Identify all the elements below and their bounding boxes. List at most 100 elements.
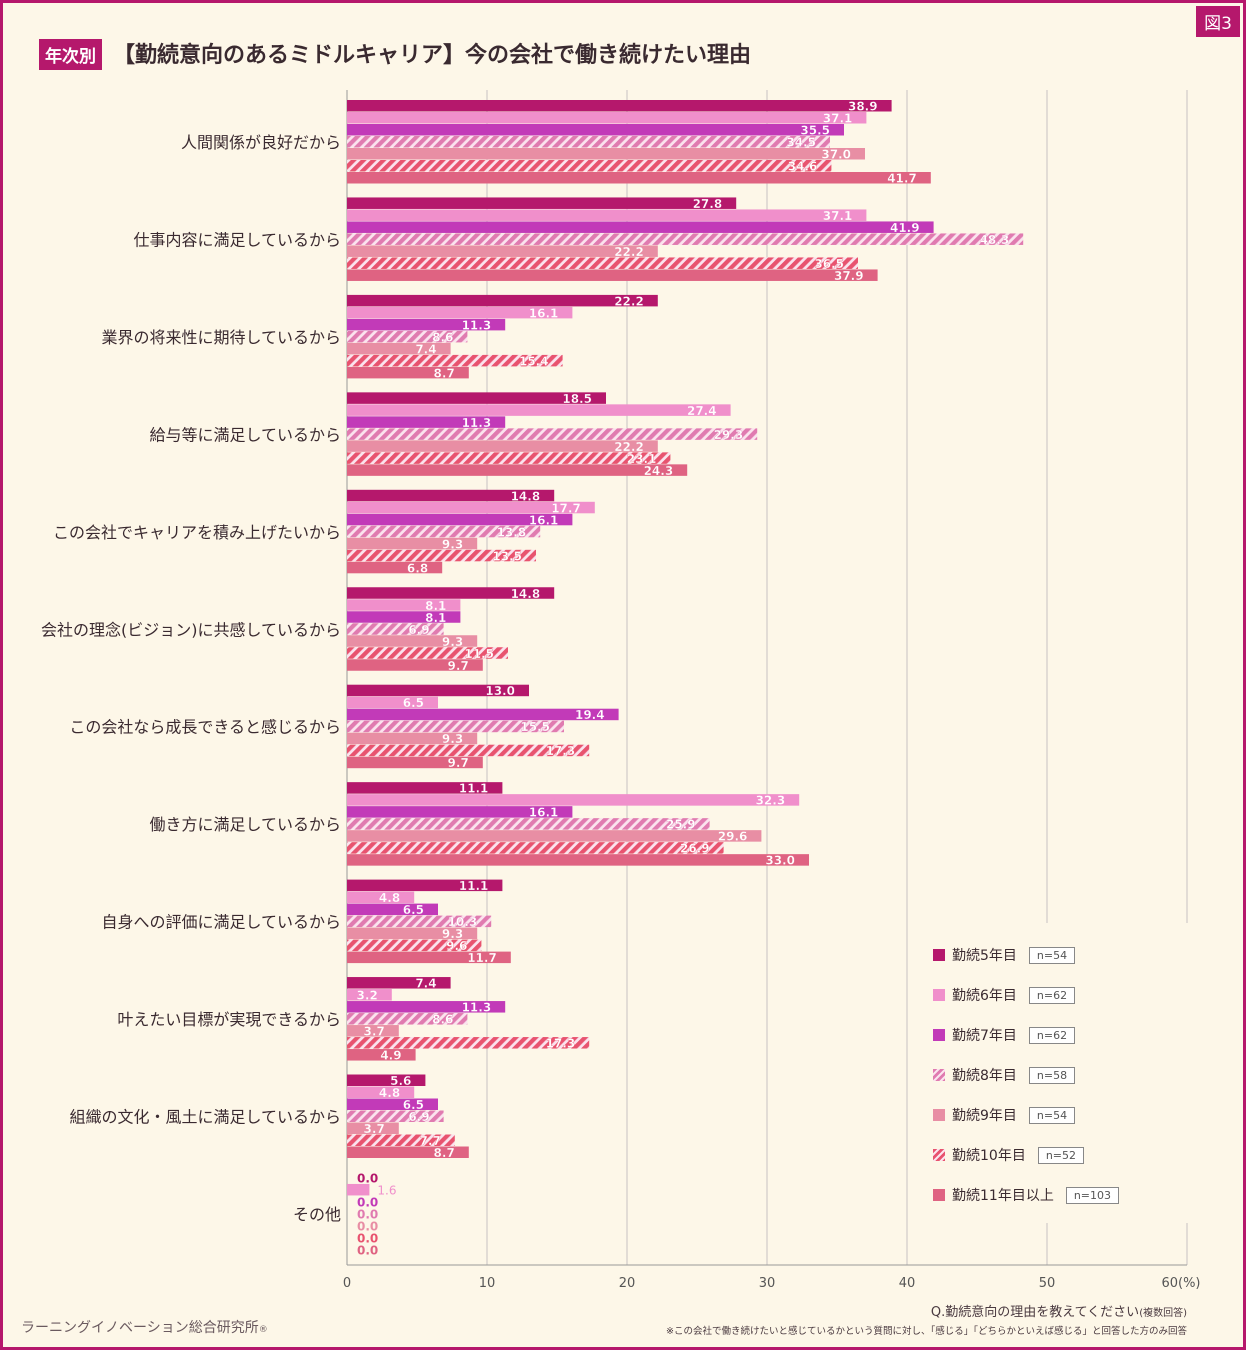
legend-label: 勤続5年目 <box>952 948 1017 964</box>
x-tick-label: 50 <box>1039 1276 1056 1291</box>
legend-sample-size: n=62 <box>1028 1026 1076 1044</box>
bar <box>347 513 573 526</box>
data-label: 6.5 <box>403 696 424 710</box>
bar <box>347 744 590 757</box>
data-label: 1.6 <box>377 1183 396 1197</box>
bar <box>347 599 461 611</box>
data-label: 14.8 <box>511 587 541 601</box>
data-label: 37.0 <box>821 148 851 162</box>
legend-item: 勤続10年目 n=52 <box>933 1145 1085 1165</box>
data-label: 29.6 <box>718 830 748 844</box>
data-label: 9.3 <box>442 927 463 941</box>
bar <box>347 1013 468 1025</box>
data-label: 8.6 <box>432 330 453 344</box>
legend-sample-size: n=54 <box>1028 1106 1076 1124</box>
data-label: 7.4 <box>415 977 436 991</box>
category-label: 業界の将来性に期待しているから <box>101 328 341 347</box>
bar <box>347 294 658 307</box>
data-label: 15.5 <box>520 720 550 734</box>
bar <box>347 696 438 709</box>
bar <box>347 794 800 806</box>
category-label: この会社でキャリアを積み上げたいから <box>53 523 341 542</box>
bar <box>347 782 503 794</box>
data-label: 36.5 <box>814 257 844 271</box>
legend-swatch <box>933 1149 945 1161</box>
bar <box>347 1134 455 1146</box>
bar <box>347 148 865 160</box>
data-label: 11.1 <box>459 782 489 796</box>
bar <box>347 1025 399 1037</box>
legend-swatch <box>933 1069 945 1081</box>
legend-swatch <box>933 1109 945 1121</box>
data-label: 4.9 <box>380 1049 401 1063</box>
legend-label: 勤続7年目 <box>952 1028 1017 1044</box>
bar <box>347 452 671 464</box>
data-label: 11.1 <box>459 879 489 893</box>
legend-swatch <box>933 1029 945 1041</box>
gridlines <box>486 90 1188 1265</box>
data-label: 9.3 <box>442 537 463 551</box>
data-label: 17.3 <box>546 1037 576 1051</box>
bar <box>347 1122 399 1134</box>
legend-item: 勤続5年目 n=54 <box>933 945 1076 965</box>
bar <box>347 464 688 476</box>
category-label: 会社の理念(ビジョン)に共感しているから <box>41 620 341 639</box>
data-label: 24.3 <box>644 464 674 478</box>
category-label: 働き方に満足しているから <box>149 815 341 834</box>
data-label: 6.9 <box>408 1110 429 1124</box>
data-label: 32.3 <box>756 794 786 808</box>
data-label: 11.3 <box>462 318 492 332</box>
bar <box>347 112 867 124</box>
legend-sample-size: n=58 <box>1028 1066 1076 1084</box>
bar <box>347 989 392 1001</box>
bar <box>347 915 492 928</box>
data-label: 9.6 <box>446 939 467 953</box>
bar <box>347 257 858 269</box>
bar <box>347 842 724 854</box>
data-label: 16.1 <box>529 306 559 320</box>
question-main: Q.勤続意向の理由を教えてください <box>930 1305 1140 1320</box>
legend-sample-size: n=103 <box>1065 1186 1120 1204</box>
data-label: 8.6 <box>432 1013 453 1027</box>
legend-item: 勤続11年目以上 n=103 <box>933 1185 1120 1205</box>
legend-sample-size: n=52 <box>1037 1146 1085 1164</box>
category-label: 叶えたい目標が実現できるから <box>117 1010 341 1029</box>
bar <box>347 1183 370 1196</box>
legend-label: 勤続8年目 <box>952 1068 1017 1084</box>
x-tick-label: 20 <box>619 1276 636 1291</box>
data-label: 8.1 <box>425 599 446 613</box>
data-label: 10.3 <box>448 915 478 929</box>
bar <box>347 659 483 671</box>
data-label: 25.9 <box>666 818 696 832</box>
bar <box>347 160 832 172</box>
bar <box>347 306 573 319</box>
data-label: 11.3 <box>462 416 492 430</box>
data-label: 29.3 <box>714 428 744 442</box>
bar <box>347 124 844 136</box>
data-label: 0.0 <box>357 1219 378 1233</box>
title-tag: 年次別 <box>39 39 102 70</box>
chart-title: 【勤続意向のあるミドルキャリア】今の会社で働き続けたい理由 <box>113 43 752 68</box>
data-label: 11.5 <box>464 647 494 661</box>
bar <box>347 891 415 904</box>
bar <box>347 720 564 733</box>
data-label: 37.1 <box>823 112 853 126</box>
data-label: 9.7 <box>448 659 469 673</box>
data-label: 4.8 <box>379 891 400 905</box>
bar <box>347 879 503 892</box>
data-label: 13.0 <box>485 684 515 698</box>
bar <box>347 1049 416 1061</box>
bar <box>347 1001 506 1013</box>
data-label: 13.8 <box>497 525 527 539</box>
data-label: 11.3 <box>462 1001 492 1015</box>
data-label: 26.9 <box>680 842 710 856</box>
data-label: 22.2 <box>614 245 644 259</box>
bar <box>347 611 461 623</box>
legend-label: 勤続10年目 <box>952 1148 1026 1164</box>
data-label: 3.7 <box>364 1122 385 1136</box>
bar <box>347 197 737 209</box>
data-label: 0.0 <box>357 1195 378 1209</box>
bar <box>347 1098 438 1110</box>
bar <box>347 136 830 148</box>
